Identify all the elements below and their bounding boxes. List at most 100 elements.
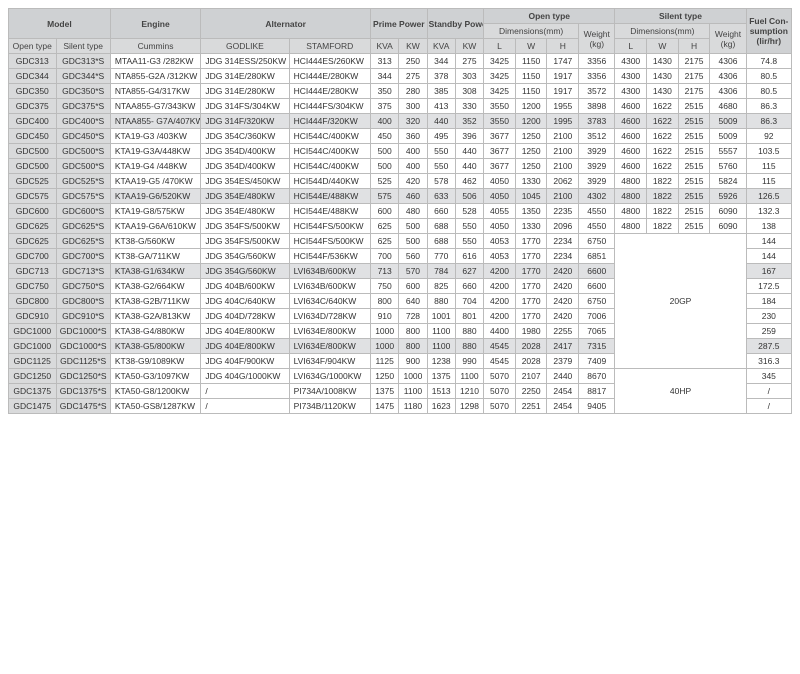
cell: 4200 — [484, 309, 516, 324]
cell: 360 — [399, 129, 427, 144]
cell: 704 — [455, 294, 483, 309]
cell: HCI544FS/500KW — [289, 234, 370, 249]
cell: 2420 — [547, 279, 579, 294]
cell: 313 — [371, 54, 399, 69]
cell: GDC1000 — [9, 324, 57, 339]
cell: 400 — [371, 114, 399, 129]
cell: 5760 — [710, 159, 746, 174]
cell: 600 — [371, 204, 399, 219]
cell: 616 — [455, 249, 483, 264]
cell: 1330 — [515, 174, 547, 189]
cell: 2515 — [678, 189, 710, 204]
cell: 500 — [371, 159, 399, 174]
cell: 6600 — [579, 279, 615, 294]
cell: 2100 — [547, 129, 579, 144]
cell: / — [201, 399, 289, 414]
cell: HCI444FS/304KW — [289, 99, 370, 114]
cell: 320 — [399, 114, 427, 129]
cell: GDC525*S — [56, 174, 110, 189]
cell: 308 — [455, 84, 483, 99]
cell: KTA38-G2A/813KW — [110, 309, 201, 324]
cell: 4050 — [484, 174, 516, 189]
cell: 578 — [427, 174, 455, 189]
merged-silent-cell: 40HP — [615, 369, 746, 414]
cell: 3572 — [579, 84, 615, 99]
cell: 2100 — [547, 144, 579, 159]
cell: 3677 — [484, 144, 516, 159]
cell: 250 — [399, 54, 427, 69]
cell: 1150 — [515, 69, 547, 84]
cell: 1822 — [647, 204, 679, 219]
hdr-sub-kva1: KVA — [371, 39, 399, 54]
cell: 528 — [455, 204, 483, 219]
cell: 4200 — [484, 264, 516, 279]
cell: NTA855-G2A /312KW — [110, 69, 201, 84]
cell: 2234 — [547, 234, 579, 249]
cell: KTA19-G8/575KW — [110, 204, 201, 219]
cell: 378 — [427, 69, 455, 84]
hdr-sub-w1: W — [515, 39, 547, 54]
cell: 2250 — [515, 384, 547, 399]
cell: 4800 — [615, 219, 647, 234]
cell: 4053 — [484, 234, 516, 249]
cell: 2062 — [547, 174, 579, 189]
cell: KTA38-G5/800KW — [110, 339, 201, 354]
cell: 3356 — [579, 54, 615, 69]
cell: 460 — [399, 189, 427, 204]
cell: 6851 — [579, 249, 615, 264]
cell: GDC525 — [9, 174, 57, 189]
cell: 4600 — [615, 114, 647, 129]
cell: 1200 — [515, 114, 547, 129]
hdr-silent-dims: Dimensions(mm) — [615, 24, 710, 39]
cell: LVI634E/800KW — [289, 324, 370, 339]
cell: 990 — [455, 354, 483, 369]
cell: 3425 — [484, 69, 516, 84]
cell: 1822 — [647, 219, 679, 234]
cell: 350 — [371, 84, 399, 99]
hdr-sub-open: Open type — [9, 39, 57, 54]
cell: JDG 404E/800KW — [201, 339, 289, 354]
cell: 713 — [371, 264, 399, 279]
table-row: GDC625GDC625*SKT38-G/560KWJDG 354FS/500K… — [9, 234, 792, 249]
cell: GDC625 — [9, 219, 57, 234]
hdr-sub-h1: H — [547, 39, 579, 54]
cell: 7409 — [579, 354, 615, 369]
hdr-sub-l2: L — [615, 39, 647, 54]
cell: 560 — [399, 249, 427, 264]
hdr-sub-h2: H — [678, 39, 710, 54]
cell: KTAA19-G6/520KW — [110, 189, 201, 204]
cell: JDG 404B/600KW — [201, 279, 289, 294]
cell: GDC575*S — [56, 189, 110, 204]
hdr-sub-cummins: Cummins — [110, 39, 201, 54]
cell: KTA50-GS8/1287KW — [110, 399, 201, 414]
cell: / — [746, 399, 791, 414]
cell: KTA38-G2B/711KW — [110, 294, 201, 309]
cell: 1430 — [647, 84, 679, 99]
cell: 1150 — [515, 84, 547, 99]
cell: 385 — [427, 84, 455, 99]
cell: GDC350*S — [56, 84, 110, 99]
cell: 4306 — [710, 84, 746, 99]
cell: GDC500*S — [56, 144, 110, 159]
cell: 880 — [455, 339, 483, 354]
cell: 550 — [427, 144, 455, 159]
cell: 2175 — [678, 69, 710, 84]
cell: 3550 — [484, 99, 516, 114]
cell: 625 — [371, 219, 399, 234]
cell: 2028 — [515, 339, 547, 354]
cell: 3550 — [484, 114, 516, 129]
cell: 280 — [399, 84, 427, 99]
cell: JDG 354G/560KW — [201, 264, 289, 279]
cell: 880 — [455, 324, 483, 339]
cell: GDC1125 — [9, 354, 57, 369]
cell: HCI544E/488KW — [289, 204, 370, 219]
cell: HCI444ES/260KW — [289, 54, 370, 69]
cell: MTAA11-G3 /282KW — [110, 54, 201, 69]
cell: KTA38-G1/634KW — [110, 264, 201, 279]
cell: GDC1475*S — [56, 399, 110, 414]
cell: 480 — [399, 204, 427, 219]
cell: GDC910*S — [56, 309, 110, 324]
cell: 825 — [427, 279, 455, 294]
cell: 74.8 — [746, 54, 791, 69]
cell: 144 — [746, 249, 791, 264]
